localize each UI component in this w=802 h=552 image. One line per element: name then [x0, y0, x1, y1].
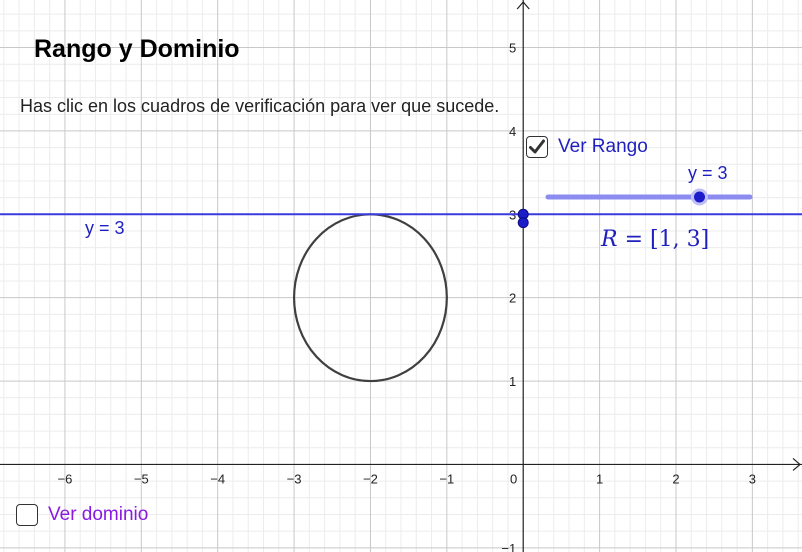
x-tick-label: −6 [58, 471, 73, 486]
x-tick-label: 3 [749, 471, 756, 486]
x-tick-label: 2 [672, 471, 679, 486]
x-tick-label: −2 [363, 471, 378, 486]
checkmark-icon [529, 139, 545, 154]
x-tick-label: 1 [596, 471, 603, 486]
range-variable: R [601, 227, 618, 252]
ver-dominio-label: Ver dominio [48, 504, 149, 525]
ver-rango-checkbox[interactable]: Ver Rango [526, 136, 648, 158]
x-tick-label: −3 [287, 471, 302, 486]
slider-knob[interactable] [691, 188, 708, 206]
y-axis-point [517, 217, 529, 229]
y-tick-label: 4 [509, 124, 516, 139]
page-title: Rango y Dominio [34, 35, 240, 63]
x-tick-label: 0 [510, 471, 517, 486]
x-tick-label: −1 [439, 471, 454, 486]
x-tick-label: −4 [210, 471, 225, 486]
horizontal-line-label: y = 3 [85, 218, 125, 238]
ver-dominio-checkbox-box[interactable] [16, 504, 38, 526]
range-interval: [1, 3] [650, 227, 710, 252]
slider-value-label: y = 3 [688, 163, 728, 183]
y-axis-arrow-icon [516, 1, 530, 10]
y-tick-label: 1 [509, 374, 516, 389]
x-axis-arrow-icon [792, 457, 801, 471]
y-tick-label: 5 [509, 41, 516, 56]
instructions-text: Has clic en los cuadros de verificación … [20, 96, 500, 116]
ver-rango-label: Ver Rango [558, 136, 648, 157]
range-equals: = [617, 227, 650, 252]
ver-dominio-checkbox[interactable]: Ver dominio [16, 504, 148, 526]
y-tick-label: 2 [509, 291, 516, 306]
y-tick-label: −1 [501, 541, 516, 552]
range-formula: R = [1, 3] [601, 227, 709, 252]
x-tick-label: −5 [134, 471, 149, 486]
ver-rango-checkbox-box[interactable] [526, 136, 548, 158]
